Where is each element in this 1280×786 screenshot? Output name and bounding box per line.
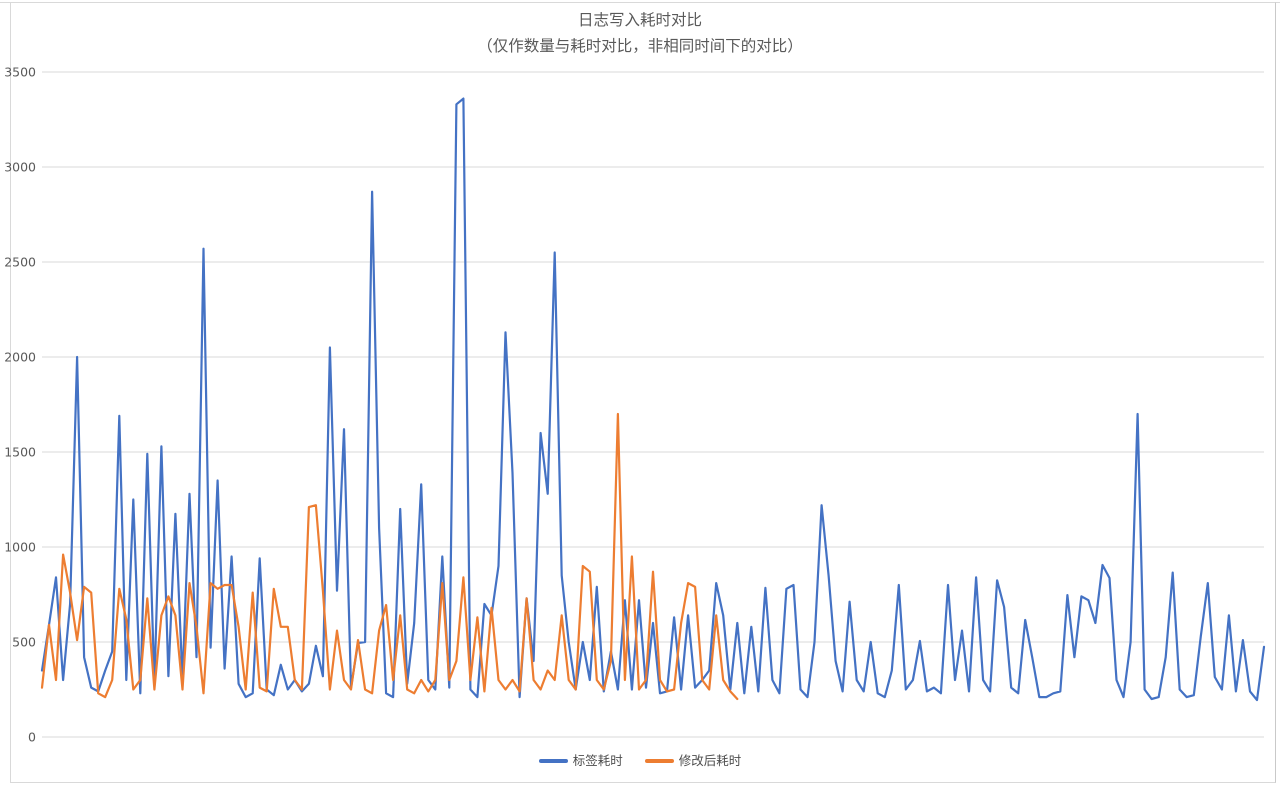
chart-title-block: 日志写入耗时对比 （仅作数量与耗时对比，非相同时间下的对比） <box>0 7 1280 59</box>
y-tick-label: 0 <box>28 730 36 745</box>
legend-line-swatch-orange <box>644 759 674 763</box>
legend-label-series-1: 标签耗时 <box>572 753 623 768</box>
y-tick-label: 3000 <box>4 160 36 175</box>
y-tick-label: 3500 <box>4 65 36 80</box>
y-tick-label: 1000 <box>4 540 36 555</box>
legend-line-swatch-blue <box>538 759 568 763</box>
chart-title: 日志写入耗时对比 <box>577 11 702 29</box>
chart-frame <box>10 2 1276 783</box>
chart-subtitle: （仅作数量与耗时对比，非相同时间下的对比） <box>477 37 803 55</box>
legend-item-series-1: 标签耗时 <box>538 753 623 768</box>
y-tick-label: 2000 <box>4 350 36 365</box>
y-tick-label: 500 <box>12 635 36 650</box>
y-tick-label: 1500 <box>4 445 36 460</box>
y-tick-label: 2500 <box>4 255 36 270</box>
series-line-2 <box>40 412 739 701</box>
legend-item-series-2: 修改后耗时 <box>644 753 742 768</box>
series-line-1 <box>40 97 1266 702</box>
legend: 标签耗时 修改后耗时 <box>0 751 1280 771</box>
legend-label-series-2: 修改后耗时 <box>678 753 742 768</box>
